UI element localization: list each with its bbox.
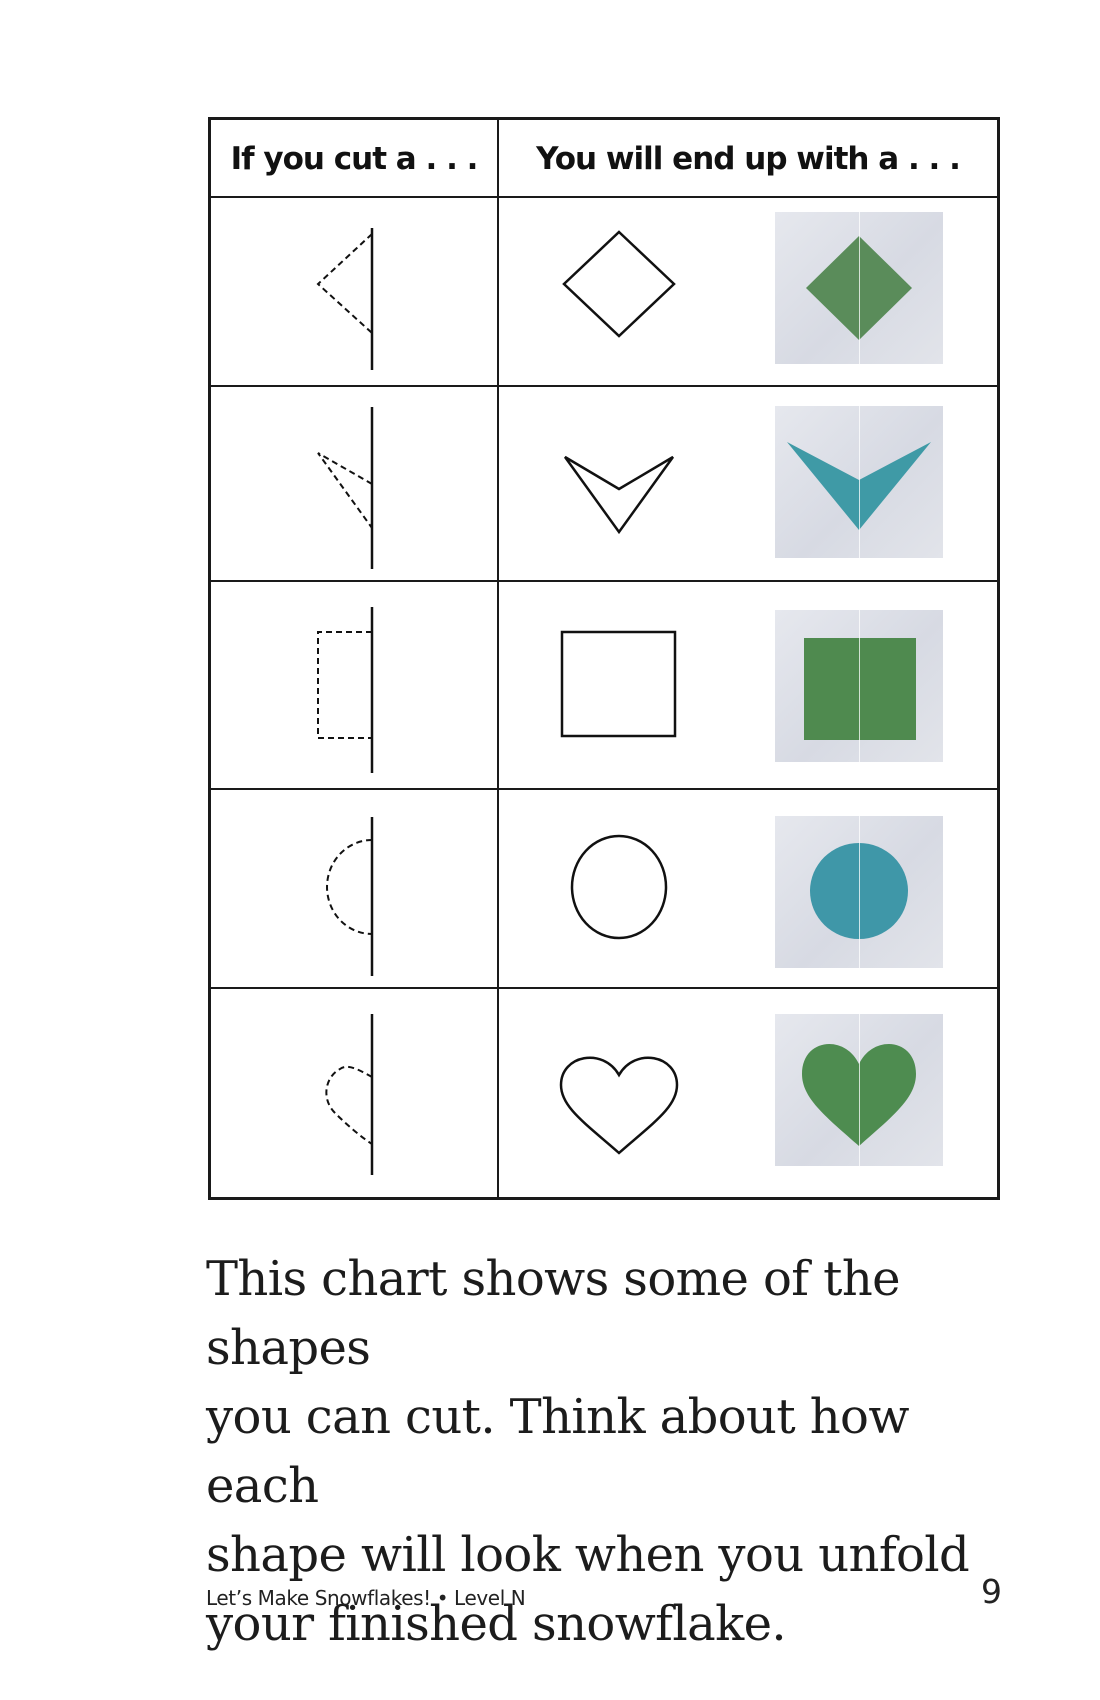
table-row <box>211 790 997 987</box>
row-divider <box>211 385 997 387</box>
square-photo <box>775 610 943 762</box>
heart-fold-cut-icon <box>325 1014 374 1175</box>
body-line: you can cut. Think about how each <box>206 1389 909 1514</box>
diamond-fold-cut-icon <box>316 228 374 370</box>
circle-fold-cut-icon <box>326 817 374 976</box>
body-line: shape will look when you unfold <box>206 1527 970 1583</box>
chevron-fold-cut-icon <box>317 407 374 569</box>
body-line: your finished snowflake. <box>206 1596 787 1652</box>
circle-photo <box>775 816 943 968</box>
row-divider <box>211 987 997 989</box>
circle-icon <box>570 834 668 940</box>
chevron-photo <box>775 406 943 558</box>
table-row <box>211 198 997 385</box>
body-line: This chart shows some of the shapes <box>206 1251 901 1376</box>
header-cut: If you cut a . . . <box>230 141 479 177</box>
heart-photo <box>775 1014 943 1166</box>
table-row <box>211 387 997 580</box>
chevron-icon <box>563 455 675 535</box>
diamond-icon <box>562 230 676 338</box>
diamond-photo <box>775 212 943 364</box>
table-row <box>211 989 997 1197</box>
row-divider <box>211 196 997 198</box>
column-divider <box>497 120 499 1197</box>
body-paragraph: This chart shows some of the shapes you … <box>206 1245 1026 1659</box>
square-icon <box>560 630 677 738</box>
book-title-footer: Let’s Make Snowflakes! • Level N <box>206 1586 526 1610</box>
page-number: 9 <box>981 1572 1002 1611</box>
row-divider <box>211 788 997 790</box>
heart-icon <box>559 1056 679 1155</box>
row-divider <box>211 580 997 582</box>
square-fold-cut-icon <box>317 607 374 773</box>
shapes-chart: If you cut a . . . You will end up with … <box>208 117 1000 1200</box>
header-result: You will end up with a . . . <box>536 141 961 177</box>
table-row <box>211 582 997 788</box>
